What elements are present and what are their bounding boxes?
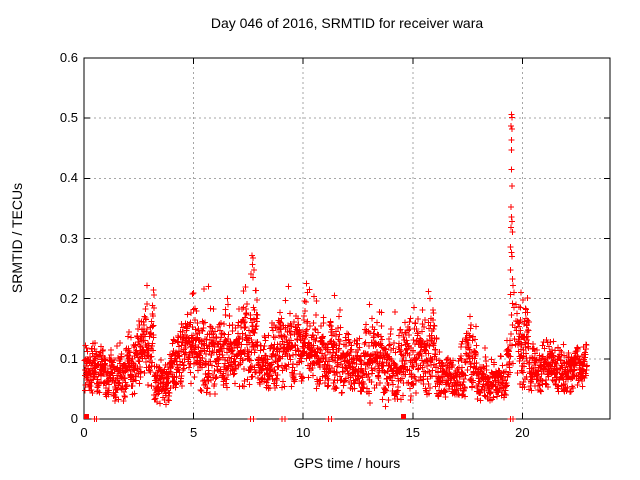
x-tick-label: 0 bbox=[80, 425, 88, 440]
x-tick-label: 20 bbox=[515, 425, 530, 440]
y-tick-label: 0.1 bbox=[59, 350, 78, 366]
scatter-points bbox=[81, 111, 590, 410]
chart-title: Day 046 of 2016, SRMTID for receiver war… bbox=[210, 15, 484, 31]
axis-square-markers bbox=[84, 414, 406, 420]
y-tick-label: 0.3 bbox=[59, 230, 78, 246]
y-tick-label: 0.4 bbox=[59, 170, 78, 186]
x-tick-label: 10 bbox=[295, 425, 311, 440]
y-tick-label: 0.6 bbox=[59, 50, 78, 65]
x-tick-label: 5 bbox=[189, 425, 198, 440]
y-tick-label: 0.2 bbox=[59, 290, 78, 306]
grid-lines bbox=[84, 58, 610, 419]
y-tick-label: 0 bbox=[70, 411, 78, 426]
x-tick-label: 15 bbox=[405, 425, 420, 440]
y-tick-label: 0.5 bbox=[59, 110, 78, 126]
axis-plus-markers bbox=[91, 416, 516, 422]
x-axis-title: GPS time / hours bbox=[293, 455, 401, 471]
